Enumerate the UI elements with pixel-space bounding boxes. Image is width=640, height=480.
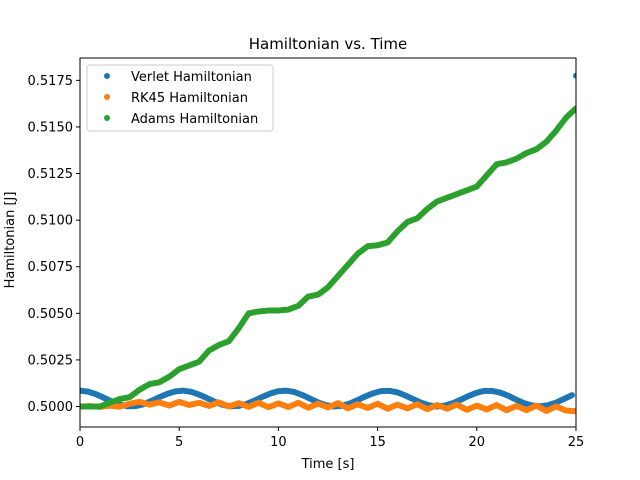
legend-marker: [104, 94, 110, 100]
x-tick-label: 20: [469, 435, 486, 450]
y-tick-label: 0.5100: [28, 214, 74, 229]
x-tick-label: 10: [270, 435, 287, 450]
legend-marker: [104, 73, 110, 79]
x-axis: 0 5 10 15 20 25: [76, 427, 584, 450]
data-point: [573, 105, 576, 112]
y-tick-label: 0.5000: [28, 400, 74, 415]
legend-label: RK45 Hamiltonian: [131, 91, 248, 106]
y-tick-label: 0.5125: [28, 167, 74, 182]
y-tick-label: 0.5025: [28, 353, 74, 368]
x-tick-label: 15: [369, 435, 386, 450]
x-tick-label: 5: [175, 435, 183, 450]
data-point: [573, 408, 576, 415]
x-tick-label: 0: [76, 435, 84, 450]
x-axis-label: Time [s]: [301, 457, 355, 472]
axes-frame: [79, 57, 577, 428]
x-tick-label: 25: [568, 435, 585, 450]
data-point: [573, 72, 576, 79]
y-axis: 0.5000 0.5025 0.5050 0.5075 0.5100 0.5125 0.51…: [28, 74, 80, 415]
plot-area: [80, 72, 576, 415]
y-tick-label: 0.5150: [28, 120, 74, 135]
series-2: [80, 105, 576, 410]
legend-label: Adams Hamiltonian: [131, 112, 258, 127]
legend: Verlet Hamiltonian RK45 Hamiltonian Adams …: [86, 64, 274, 132]
legend-marker: [104, 115, 110, 121]
y-tick-label: 0.5075: [28, 260, 74, 275]
y-tick-label: 0.5175: [28, 74, 74, 89]
y-axis-label: Hamiltonian [J]: [3, 192, 18, 289]
legend-box: [86, 64, 274, 132]
legend-label: Verlet Hamiltonian: [131, 70, 252, 85]
y-tick-label: 0.5050: [28, 307, 74, 322]
data-point: [569, 392, 576, 399]
series-1: [80, 398, 576, 415]
chart-title: Hamiltonian vs. Time: [249, 35, 408, 53]
